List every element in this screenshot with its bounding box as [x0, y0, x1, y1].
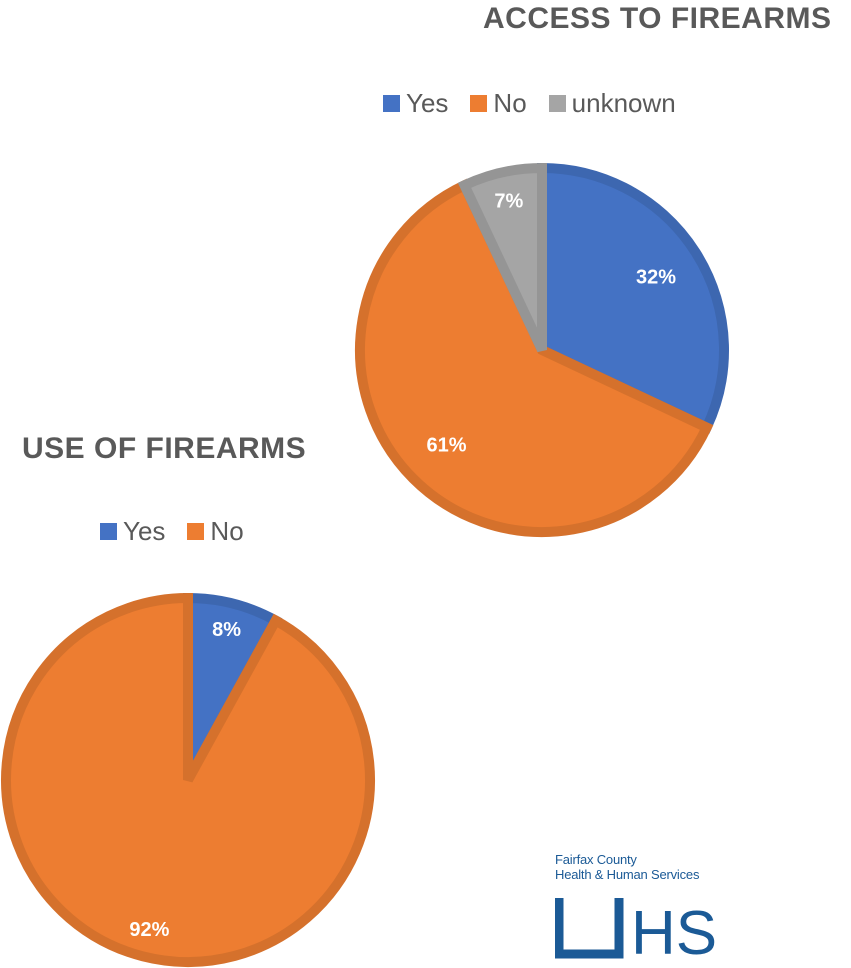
access-legend-label-yes: Yes — [406, 88, 449, 118]
access-chart-legend: Yes No unknown — [383, 88, 676, 119]
use-chart-legend: Yes No — [100, 516, 244, 547]
logo-letters: HS — [631, 899, 717, 960]
use-data-label-no: 92% — [129, 919, 169, 941]
use-legend-label-no: No — [210, 516, 244, 546]
logo-line-2: Health & Human Services — [555, 867, 700, 882]
access-data-label-yes: 32% — [636, 267, 676, 289]
use-legend-swatch-yes — [100, 523, 117, 540]
access-slice-yes — [537, 162, 729, 435]
access-legend-item-unknown: unknown — [548, 88, 676, 119]
use-legend-item-no: No — [187, 516, 244, 547]
access-data-label-no: 61% — [427, 434, 467, 456]
access-legend-swatch-unknown — [548, 95, 566, 112]
access-slice-no — [355, 178, 714, 537]
use-slice-no — [1, 592, 375, 967]
access-legend-item-no: No — [470, 88, 527, 119]
access-legend-swatch-yes — [383, 95, 400, 112]
access-legend-swatch-no — [470, 95, 488, 112]
use-data-label-yes: 8% — [212, 619, 241, 641]
access-legend-label-no: No — [493, 88, 527, 118]
use-pie-chart: 8% 92% — [1, 592, 375, 967]
use-legend-swatch-no — [187, 523, 205, 540]
access-data-label-unknown: 7% — [494, 191, 523, 213]
fairfax-county-logo: Fairfax County Health & Human Services H… — [555, 852, 745, 962]
logo-mark-icon: HS — [555, 898, 717, 960]
access-chart-title: ACCESS TO FIREARMS — [483, 2, 832, 35]
use-legend-item-yes: Yes — [100, 516, 165, 547]
access-slice-unknown — [457, 162, 547, 353]
logo-line-1: Fairfax County — [555, 852, 637, 867]
use-legend-label-yes: Yes — [123, 516, 166, 546]
access-legend-label-unknown: unknown — [571, 88, 676, 118]
access-legend-item-yes: Yes — [383, 88, 448, 119]
use-chart-title: USE OF FIREARMS — [22, 432, 307, 465]
access-pie-chart: 32% 61% 7% — [355, 162, 729, 537]
